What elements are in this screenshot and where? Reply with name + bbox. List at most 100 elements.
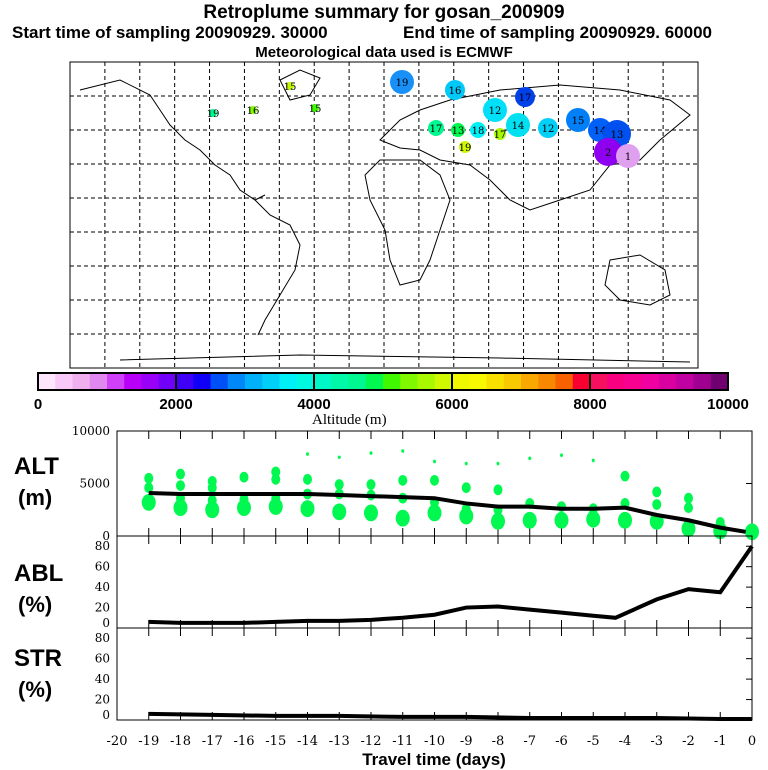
y-tick-label: 40 xyxy=(95,672,110,686)
x-tick-label: -4 xyxy=(619,734,632,749)
altitude-cluster-marker xyxy=(522,511,537,529)
plume-label: 13 xyxy=(452,126,465,137)
plume-label: 17 xyxy=(519,93,532,104)
altitude-cluster-marker xyxy=(618,511,632,529)
coastline xyxy=(604,254,671,306)
colorbar-swatch xyxy=(124,373,142,390)
altitude-cluster-marker xyxy=(681,520,696,538)
colorbar-swatch xyxy=(314,373,332,390)
colorbar-swatch xyxy=(55,373,73,390)
plume-label: 16 xyxy=(449,86,462,97)
colorbar-tick-label: 6000 xyxy=(435,396,468,413)
plume-circle xyxy=(470,122,486,138)
colorbar-frame xyxy=(37,372,729,391)
colorbar-swatch xyxy=(176,373,194,390)
altitude-cluster-marker xyxy=(554,511,569,529)
plume-label: 19 xyxy=(459,143,472,154)
y-tick-label: 40 xyxy=(95,580,110,594)
altitude-cluster-marker xyxy=(144,472,154,484)
colorbar-swatch xyxy=(434,373,453,390)
plume-circle xyxy=(428,120,444,136)
colorbar-swatch xyxy=(452,373,470,390)
x-axis-label: Travel time (days) xyxy=(362,750,506,769)
colorbar-swatch xyxy=(486,373,505,390)
x-tick-label: -13 xyxy=(329,734,350,749)
altitude-cluster-marker xyxy=(620,470,630,482)
plume-circle xyxy=(538,118,558,138)
altitude-cluster-marker xyxy=(652,486,662,498)
x-tick-label: -2 xyxy=(682,734,695,749)
altitude-cluster-marker xyxy=(430,474,439,486)
x-tick-label: -10 xyxy=(424,734,445,749)
y-tick-label: 5000 xyxy=(79,477,110,491)
altitude-cluster-marker xyxy=(491,512,505,530)
altitude-cluster-marker xyxy=(369,451,373,455)
colorbar-swatch xyxy=(555,373,574,390)
altitude-cluster-marker xyxy=(586,510,601,528)
coastline xyxy=(254,199,301,336)
altitude-cluster-marker xyxy=(496,461,500,466)
x-tick-label: -1 xyxy=(714,734,727,749)
colorbar-swatch xyxy=(227,373,246,390)
colorbar-tick-label: 2000 xyxy=(159,396,192,413)
str-label: STR xyxy=(14,645,62,672)
colorbar-swatch xyxy=(141,373,160,390)
altitude-cluster-marker xyxy=(176,480,185,491)
colorbar-swatch xyxy=(572,373,591,390)
altitude-cluster-marker xyxy=(141,494,156,511)
colorbar-tick-label: 8000 xyxy=(573,396,606,413)
str-mean-line xyxy=(148,711,752,721)
altitude-cluster-marker xyxy=(560,453,563,457)
altitude-cluster-marker xyxy=(401,449,405,453)
colorbar-swatch xyxy=(590,373,608,390)
colorbar-swatch xyxy=(641,373,660,390)
colorbar-swatch xyxy=(710,373,729,390)
colorbar-swatch xyxy=(107,373,125,390)
plume-circle xyxy=(390,70,414,94)
plume-circle xyxy=(515,87,535,107)
y-tick-label: 10000 xyxy=(72,424,110,438)
colorbar-swatch xyxy=(538,373,556,390)
plume-label: 13 xyxy=(611,130,624,141)
plume-label: 15 xyxy=(572,116,585,127)
plume-circle xyxy=(459,141,471,153)
panel-frame-str xyxy=(116,627,753,721)
x-tick-label: -7 xyxy=(523,734,536,749)
altitude-cluster-marker xyxy=(239,471,249,483)
colorbar-swatch xyxy=(383,373,401,390)
colorbar-swatch xyxy=(400,373,418,390)
altitude-cluster-marker xyxy=(205,501,220,519)
y-tick-label: 0 xyxy=(102,529,110,543)
colorbar-swatch xyxy=(365,373,384,390)
colorbar-tick-label: 4000 xyxy=(297,396,330,413)
plume-circle xyxy=(249,106,257,114)
altitude-cluster-marker xyxy=(271,473,281,485)
colorbar-swatch xyxy=(659,373,677,390)
altitude-cluster-marker xyxy=(684,502,693,514)
plume-circle xyxy=(451,123,465,137)
plume-circle xyxy=(445,80,465,100)
altitude-cluster-marker xyxy=(268,498,283,515)
plume-label: 19 xyxy=(396,78,409,89)
x-tick-label: -6 xyxy=(555,734,568,749)
plume-circle xyxy=(311,104,319,112)
altitude-cluster-marker xyxy=(427,504,442,522)
altitude-cluster-marker xyxy=(207,482,217,494)
plume-label: 16 xyxy=(247,106,260,117)
x-tick-label: -9 xyxy=(460,734,473,749)
plume-circle xyxy=(494,128,506,140)
colorbar-swatch xyxy=(210,373,229,390)
plume-label: 15 xyxy=(309,104,322,115)
altitude-cluster-marker xyxy=(173,499,188,517)
figure-title: Retroplume summary for gosan_200909 xyxy=(203,2,565,23)
plume-circle xyxy=(483,98,507,122)
y-tick-label: 20 xyxy=(95,601,110,615)
plume-label: 18 xyxy=(472,126,485,137)
altitude-cluster-marker xyxy=(306,452,309,456)
abl-label: ABL xyxy=(14,560,64,587)
y-tick-label: 80 xyxy=(95,631,110,645)
y-tick-label: 20 xyxy=(95,693,110,707)
x-tick-label: -8 xyxy=(492,734,505,749)
x-tick-label: -19 xyxy=(138,734,159,749)
